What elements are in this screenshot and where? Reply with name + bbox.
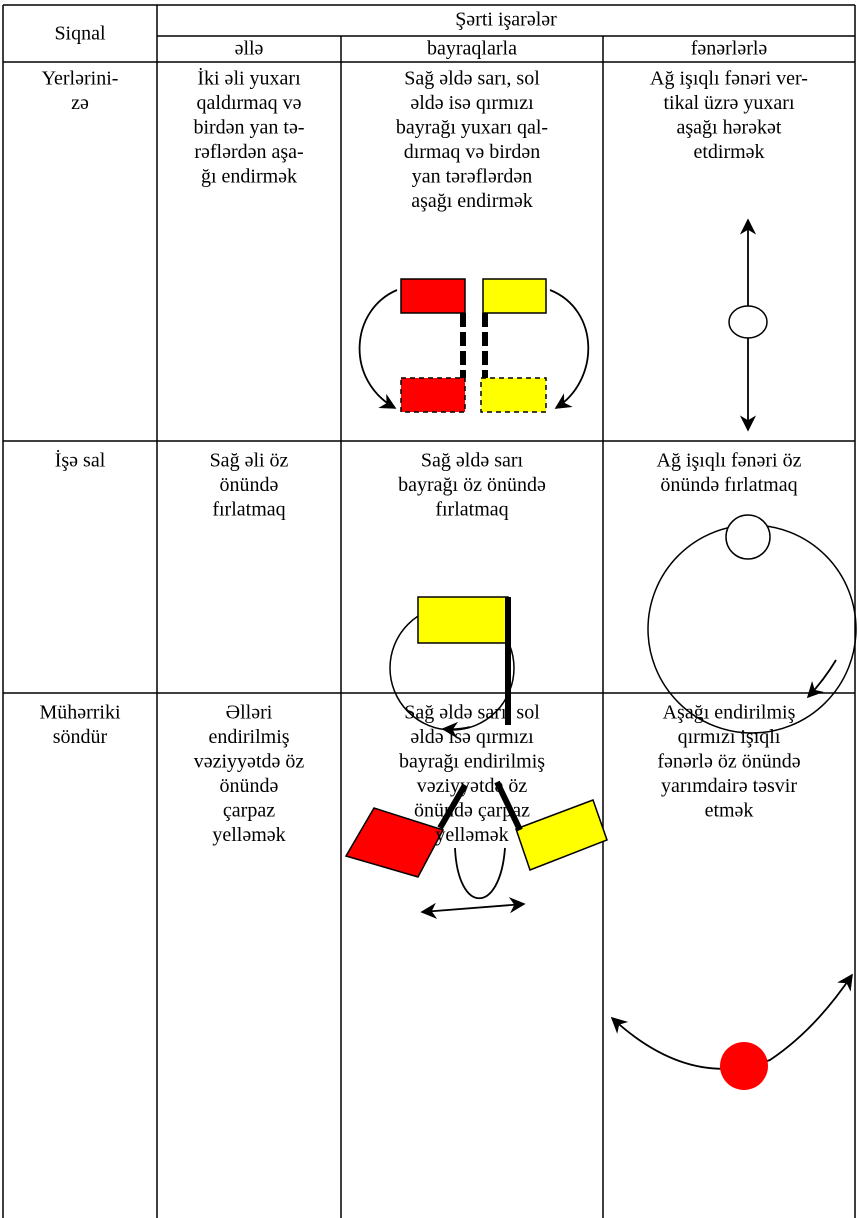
hand-text: birdən yan tə- [193,117,304,139]
flags-text: yelləmək [435,824,508,846]
lights-text: aşağı hərəkət [677,117,782,139]
hand-text: fırlatmaq [212,499,285,521]
hand-text: Sağ əli öz [210,450,289,472]
header-group: Şərti işarələr [455,9,557,31]
lights-text: fənərlə öz önündə [657,751,800,773]
hand-text: Əlləri [226,702,273,724]
flags-text: dırmaq və birdən [404,141,541,163]
lights-text: yarımdairə təsvir [661,775,797,797]
flags-text: Sağ əldə sarı, sol [404,68,540,90]
flags-cross-illustration [344,780,608,919]
signal-text: İşə sal [55,449,106,472]
flag-rotate-illustration [389,596,515,739]
flags-text: bayrağı öz önündə [398,474,546,496]
hand-text: ğı endirmək [201,166,297,188]
lights-text: etmək [705,800,754,822]
lights-text: etdirmək [693,141,764,163]
flags-text: əldə isə qırmızı [410,92,534,114]
flags-text: fırlatmaq [435,499,508,521]
header-column: əllə [235,38,264,60]
hand-text: çarpaz [223,800,275,822]
table-grid [2,4,856,1218]
signal-text: Mühərriki [39,702,121,724]
flags-up-illustration [358,278,590,413]
lights-text: tikal üzrə yuxarı [663,92,794,114]
hand-text: vəziyyətdə öz [194,751,305,773]
lights-text: Ağ işıqlı fənəri ver- [650,68,808,90]
flags-text: bayrağı endirilmiş [399,751,545,773]
light-vertical-illustration [728,218,768,432]
lights-text: Aşağı endirilmiş [663,702,796,724]
signal-text: zə [71,92,89,114]
lights-text: qırmızı işıqlı [678,726,781,748]
header-column: fənərlərlə [691,38,768,60]
lights-text: Ağ işıqlı fənəri öz [657,450,802,472]
hand-text: rəflərdən aşa- [194,141,303,163]
light-semicircle-illustration [610,973,853,1090]
signal-text: Yerlərini- [42,68,119,90]
header-column: bayraqlarla [427,38,517,60]
header-signal: Siqnal [54,23,106,45]
flags-text: bayrağı yuxarı qal- [396,117,548,139]
hand-text: önündə [220,775,279,797]
signal-text: söndür [53,726,108,748]
flags-text: aşağı endirmək [411,190,533,212]
hand-text: qaldırmaq və [197,92,302,114]
flags-text: vəziyyətdə öz [417,775,528,797]
flags-text: əldə isə qırmızı [410,726,534,748]
flags-text: yan tərəflərdən [412,166,532,188]
hand-text: endirilmiş [208,726,289,748]
hand-text: yelləmək [212,824,285,846]
hand-text: İki əli yuxarı [197,67,301,90]
flags-text: Sağ əldə sarı, sol [404,702,540,724]
flags-text: Sağ əldə sarı [421,450,524,472]
light-rotate-illustration [647,514,857,734]
lights-text: önündə fırlatmaq [660,474,797,496]
hand-text: önündə [220,474,279,496]
flags-text: önündə çarpaz [414,800,530,822]
